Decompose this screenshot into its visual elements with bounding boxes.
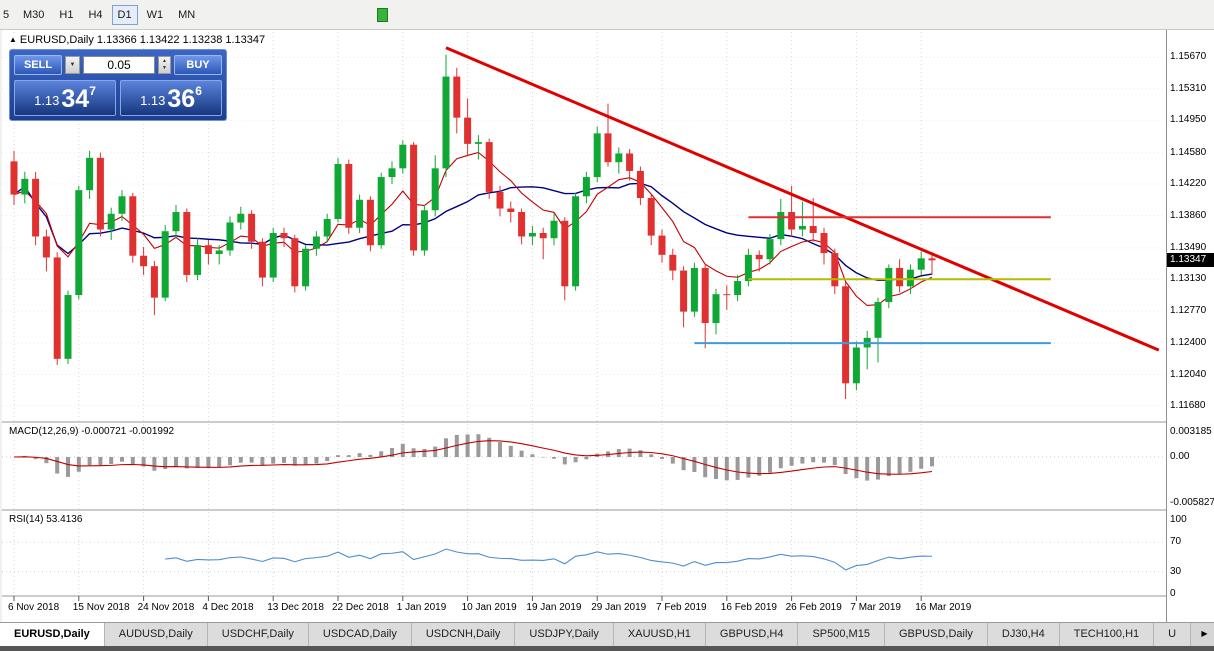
date-axis-label: 16 Mar 2019 (915, 602, 972, 613)
one-click-price-row: 1.13 34 7 1.13 36 6 (14, 80, 222, 116)
chevron-right-icon: ▶ (1201, 629, 1208, 638)
rsi-label: RSI(14) 53.4136 (9, 514, 83, 525)
tab-usdcnh-daily[interactable]: USDCNH,Daily (411, 623, 516, 646)
tab-scroll-right-button[interactable]: ▶ (1197, 626, 1212, 642)
volume-dropdown-button[interactable]: ▼ (65, 56, 80, 74)
rsi-line (165, 548, 933, 571)
sell-price-big: 34 (61, 85, 90, 113)
rsi-scale-label: 0 (1170, 588, 1176, 599)
date-axis-label: 16 Feb 2019 (720, 602, 777, 613)
chevron-down-icon: ▼ (69, 62, 76, 68)
tab-usdjpy-daily[interactable]: USDJPY,Daily (515, 623, 614, 646)
spin-up-icon: ▲ (162, 58, 167, 64)
spin-down-icon: ▼ (162, 65, 167, 71)
timeframe-button-d1[interactable]: D1 (111, 4, 138, 25)
candles-layer (10, 54, 936, 400)
rsi-scale-label: 30 (1170, 565, 1182, 577)
timeframe-button-5[interactable]: 5 (3, 8, 10, 21)
tab-tech100-h1[interactable]: TECH100,H1 (1059, 623, 1155, 646)
buy-price-display[interactable]: 1.13 36 6 (120, 80, 222, 116)
price-scale-label: 1.12400 (1170, 337, 1207, 349)
one-click-order-row: SELL ▼ ▲ ▼ BUY (14, 54, 222, 76)
tab-eurusd-daily[interactable]: EURUSD,Daily (0, 623, 105, 646)
sell-price-display[interactable]: 1.13 34 7 (14, 80, 116, 116)
macd-histogram (22, 434, 934, 481)
price-scale-column[interactable]: 1.13347 1.15670 1.15310 1.14950 1.14580 1.14… (1166, 30, 1214, 622)
buy-price-sup: 6 (195, 84, 202, 98)
date-axis-label: 22 Dec 2018 (332, 602, 389, 613)
green-indicator-icon[interactable] (377, 7, 389, 22)
chart-symbol-header: ▲ EURUSD,Daily 1.13366 1.13422 1.13238 1.… (9, 34, 265, 46)
macd-signal-line (13, 440, 933, 475)
tab-u[interactable]: U (1154, 623, 1192, 646)
toolbar: 5 M30 H1 H4 D1 W1 MN (0, 0, 1214, 30)
date-axis-label: 19 Jan 2019 (526, 602, 582, 613)
macd-scale-label: 0.003185 (1170, 425, 1212, 437)
volume-stepper[interactable]: ▲ ▼ (158, 56, 171, 74)
symbol-ohlc-text: EURUSD,Daily 1.13366 1.13422 1.13238 1.1… (19, 34, 266, 46)
macd-scale-label: -0.005827 (1170, 496, 1214, 508)
collapse-panel-icon[interactable]: ▲ (9, 35, 17, 44)
date-axis-label: 24 Nov 2018 (137, 602, 195, 613)
timeframe-button-m30[interactable]: M30 (23, 8, 45, 21)
price-scale-label: 1.14580 (1170, 146, 1207, 158)
date-axis-label: 7 Feb 2019 (656, 602, 707, 613)
date-axis-label: 6 Nov 2018 (8, 602, 60, 613)
price-scale-label: 1.14220 (1170, 178, 1207, 190)
tab-dj30-h4[interactable]: DJ30,H4 (987, 623, 1060, 646)
sell-button[interactable]: SELL (14, 55, 62, 75)
one-click-trading-panel: SELL ▼ ▲ ▼ BUY 1.13347 1.13366 (9, 49, 227, 121)
chart-tab-bar: EURUSD,Daily AUDUSD,Daily USDCHF,Daily USDC… (0, 622, 1214, 646)
timeframe-group: 5 M30 H1 H4 D1 W1 MN (0, 4, 201, 25)
chart-canvas[interactable] (2, 30, 1166, 622)
buy-price-big: 36 (167, 85, 196, 113)
macd-scale-label: 0.00 (1170, 451, 1190, 462)
price-scale-label: 1.15670 (1170, 51, 1207, 63)
date-axis-label: 4 Dec 2018 (202, 602, 254, 613)
rsi-scale-label: 100 (1170, 514, 1187, 525)
timeframe-button-w1[interactable]: W1 (146, 8, 164, 21)
price-scale-label: 1.13490 (1170, 241, 1207, 253)
tab-sp500-m15[interactable]: SP500,M15 (798, 623, 885, 646)
date-axis-label: 29 Jan 2019 (591, 602, 647, 613)
volume-input[interactable] (83, 56, 155, 74)
date-axis-label: 1 Jan 2019 (396, 602, 447, 613)
sell-price-sup: 7 (89, 84, 96, 98)
buy-price-prefix: 1.13 (140, 93, 166, 108)
timeframe-button-mn[interactable]: MN (178, 8, 196, 21)
ma-slow-line (13, 182, 933, 282)
rsi-scale-label: 70 (1170, 536, 1182, 548)
buy-button[interactable]: BUY (174, 55, 222, 75)
tab-gbpusd-h4[interactable]: GBPUSD,H4 (705, 623, 799, 646)
date-axis-label: 10 Jan 2019 (461, 602, 517, 613)
timeframe-button-h4[interactable]: H4 (88, 8, 103, 21)
tab-audusd-daily[interactable]: AUDUSD,Daily (104, 623, 208, 646)
price-scale-label: 1.14950 (1170, 114, 1207, 126)
date-axis-label: 7 Mar 2019 (850, 602, 901, 613)
date-axis-label: 26 Feb 2019 (785, 602, 842, 613)
date-axis-label: 15 Nov 2018 (72, 602, 130, 613)
tab-usdchf-daily[interactable]: USDCHF,Daily (207, 623, 309, 646)
chart-plot-area[interactable]: ▲ EURUSD,Daily 1.13366 1.13422 1.13238 1.… (2, 30, 1166, 622)
timeframe-button-h1[interactable]: H1 (59, 8, 74, 21)
sell-price-prefix: 1.13 (34, 93, 60, 108)
price-scale-label: 1.12770 (1170, 304, 1207, 316)
price-scale-label: 1.11680 (1170, 400, 1206, 412)
price-scale-label: 1.13130 (1170, 273, 1207, 285)
date-axis-label: 13 Dec 2018 (267, 602, 324, 613)
macd-label: MACD(12,26,9) -0.000721 -0.001992 (9, 426, 175, 437)
tab-xauusd-h1[interactable]: XAUUSD,H1 (613, 623, 706, 646)
tab-usdcad-daily[interactable]: USDCAD,Daily (308, 623, 412, 646)
descending-trendline[interactable] (445, 46, 1160, 352)
current-price-badge: 1.13347 (1167, 253, 1214, 267)
price-scale-label: 1.13860 (1170, 209, 1207, 221)
tab-gbpusd-daily[interactable]: GBPUSD,Daily (884, 623, 988, 646)
taskbar-strip (0, 646, 1214, 651)
price-scale-label: 1.12040 (1170, 368, 1207, 380)
price-scale-label: 1.15310 (1170, 82, 1207, 94)
